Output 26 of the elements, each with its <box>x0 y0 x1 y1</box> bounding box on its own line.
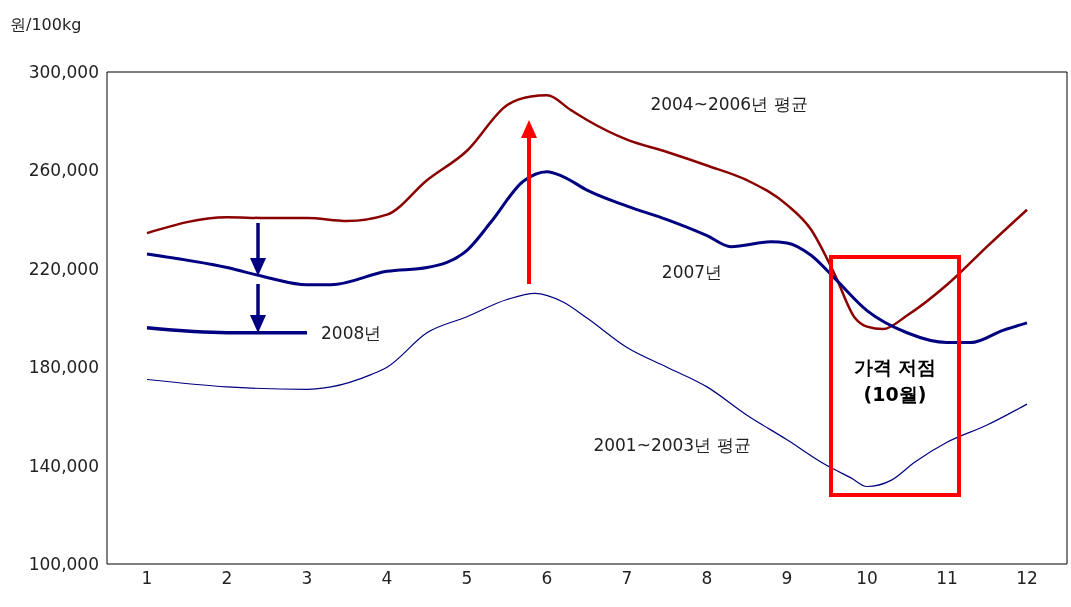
x-tick-label: 11 <box>936 568 958 589</box>
series-label: 2008년 <box>321 322 382 343</box>
x-tick-label: 10 <box>856 568 878 589</box>
x-tick-label: 12 <box>1016 568 1038 589</box>
x-tick-label: 5 <box>461 568 473 589</box>
y-axis-title: 원/100kg <box>10 15 82 34</box>
y-tick-label: 220,000 <box>28 258 99 279</box>
series-label: 2004~2006년 평균 <box>650 93 808 114</box>
line-series <box>145 170 1029 345</box>
x-tick-label: 6 <box>541 568 553 589</box>
y-tick-label: 180,000 <box>28 357 99 378</box>
series-label: 2007년 <box>661 261 723 282</box>
annotation: 가격 저점 (10월) <box>853 356 937 405</box>
x-tick-label: 4 <box>381 568 393 589</box>
x-tick-label: 3 <box>301 568 313 589</box>
y-tick-label: 100,000 <box>28 554 99 575</box>
series-label: 2001~2003년 평균 <box>593 435 751 456</box>
y-tick-label: 260,000 <box>28 160 99 181</box>
x-tick-label: 1 <box>141 568 153 589</box>
x-tick-label: 7 <box>621 568 633 589</box>
x-tick-label: 8 <box>701 568 713 589</box>
x-tick-label: 2 <box>221 568 233 589</box>
x-tick-label: 9 <box>781 568 793 589</box>
line-series <box>146 292 1028 488</box>
y-tick-label: 140,000 <box>28 455 99 476</box>
y-tick-label: 300,000 <box>28 62 99 83</box>
